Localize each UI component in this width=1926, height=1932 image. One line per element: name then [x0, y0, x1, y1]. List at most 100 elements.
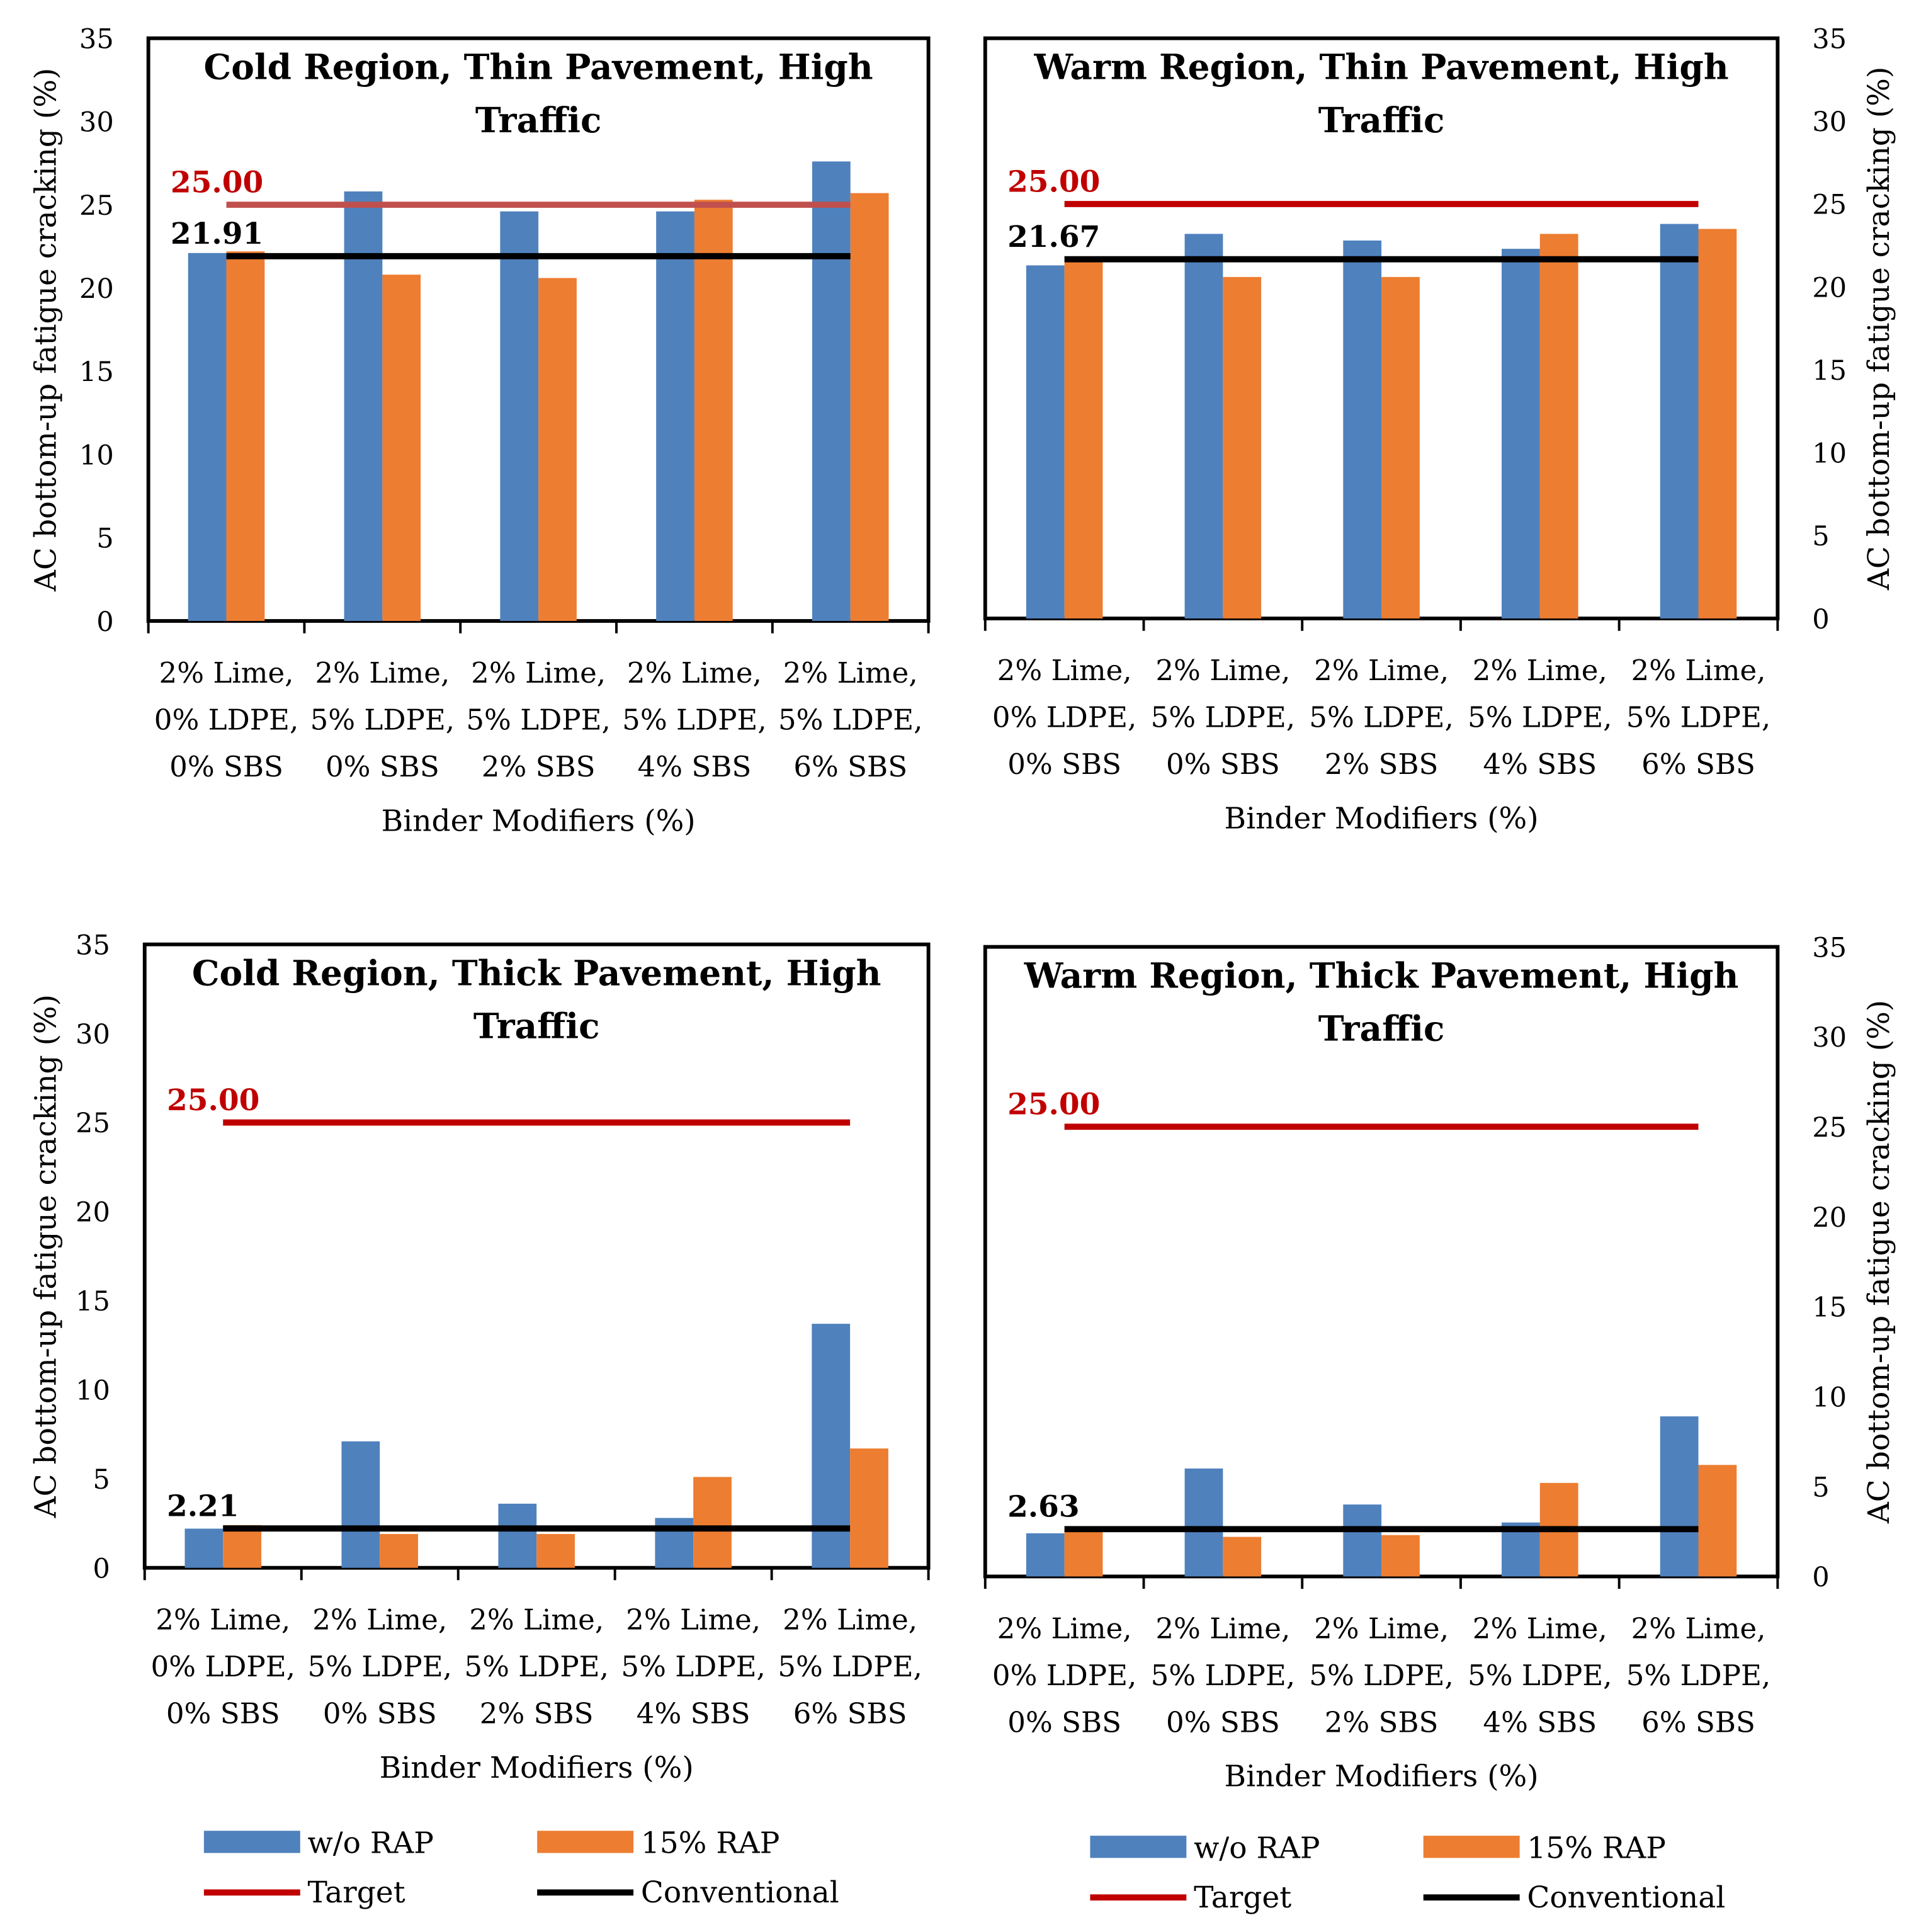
category-label: 2% Lime, [312, 1603, 447, 1637]
category-label: 0% SBS [1007, 747, 1121, 781]
category-label: 2% Lime, [471, 656, 606, 690]
category-label: 2% Lime, [159, 656, 294, 690]
bar-15-rap [1381, 1535, 1420, 1577]
category-label: 0% SBS [1166, 747, 1280, 781]
conventional-label: 21.91 [171, 217, 263, 251]
category-label: 5% LDPE, [1468, 701, 1612, 734]
category-label: 5% LDPE, [778, 1650, 922, 1683]
chart-panel-3: 0 5 10 15 20 25 30 35 2% Lime, 0% LDPE, 0% SBS 2% L… [29, 929, 931, 1785]
y-tick-label: 20 [76, 1197, 110, 1229]
chart-panel-4: 0 5 10 15 20 25 30 35 2% Lime, 0% LDPE, 0% SBS 2% L… [983, 932, 1896, 1794]
category-label: 2% Lime, [783, 1603, 917, 1637]
chart-title: Cold Region, Thin Pavement, High [204, 46, 873, 87]
category-label: 0% SBS [323, 1697, 437, 1730]
bar-15-rap [223, 1525, 262, 1568]
legend-1: w/o RAP 15% RAP Target Conventional [203, 1826, 839, 1910]
y-tick-label: 35 [76, 929, 110, 961]
target-label: 25.00 [171, 166, 263, 200]
target-label: 25.00 [1007, 164, 1100, 199]
y-tick-label: 5 [1812, 521, 1829, 552]
target-label: 25.00 [167, 1083, 259, 1118]
y-axis-title: AC bottom-up fatigue cracking (%) [1862, 67, 1896, 591]
category-label: 0% LDPE, [151, 1650, 295, 1683]
bar-15-rap [1539, 234, 1578, 619]
y-tick-label: 10 [76, 1375, 110, 1407]
y-tick-label: 25 [76, 1108, 110, 1139]
bar-wo-rap [344, 191, 383, 622]
legend-swatch-15-rap [537, 1831, 634, 1853]
y-tick-label: 15 [1812, 1292, 1847, 1324]
x-axis-title: Binder Modifiers (%) [382, 804, 696, 838]
bar-15-rap [1223, 1537, 1262, 1577]
category-label: 2% Lime, [1314, 1611, 1449, 1645]
category-label: 5% LDPE, [464, 1650, 609, 1683]
y-tick-label: 10 [1812, 438, 1847, 470]
bar-wo-rap [500, 211, 539, 622]
category-label: 2% Lime, [1631, 654, 1766, 687]
category-label: 0% SBS [1007, 1705, 1121, 1739]
y-tick-label: 35 [1812, 23, 1847, 55]
category-label: 2% Lime, [1631, 1611, 1766, 1645]
bar-wo-rap [656, 211, 694, 622]
y-tick-label: 25 [1812, 1112, 1847, 1144]
category-label: 2% Lime, [783, 656, 918, 690]
legend-swatch-wo-rap [1090, 1836, 1187, 1858]
y-tick-label: 0 [1812, 604, 1829, 635]
bar-wo-rap [1660, 224, 1699, 619]
conventional-label: 2.63 [1007, 1490, 1080, 1525]
y-tick-label: 0 [96, 606, 113, 638]
category-label: 5% LDPE, [1468, 1659, 1612, 1692]
category-label: 6% SBS [793, 750, 907, 783]
bar-wo-rap [1343, 240, 1382, 619]
bar-wo-rap [1026, 1533, 1065, 1577]
y-tick-label: 10 [79, 440, 114, 471]
conventional-label: 2.21 [167, 1489, 239, 1524]
bar-wo-rap [1184, 234, 1223, 619]
bar-wo-rap [1502, 249, 1540, 619]
bar-wo-rap [341, 1441, 380, 1568]
category-label: 6% SBS [793, 1697, 907, 1730]
category-label: 0% SBS [326, 750, 439, 783]
y-tick-label: 20 [1812, 1202, 1847, 1234]
category-label: 2% Lime, [1155, 654, 1290, 687]
chart-title: Warm Region, Thin Pavement, High [1034, 46, 1729, 87]
category-label: 2% Lime, [627, 656, 762, 690]
legend-label: 15% RAP [641, 1826, 780, 1861]
chart-panel-2: 0 5 10 15 20 25 30 35 2% Lime, 0% LDPE, 0% SBS 2% L… [983, 23, 1896, 836]
y-tick-label: 5 [1812, 1472, 1829, 1503]
category-label: 2% Lime, [997, 1611, 1132, 1645]
bar-15-rap [226, 251, 265, 622]
category-label: 6% SBS [1641, 1705, 1755, 1739]
category-label: 4% SBS [637, 1697, 751, 1730]
bar-wo-rap [1343, 1504, 1382, 1577]
category-label: 5% LDPE, [778, 703, 923, 737]
category-label: 5% LDPE, [307, 1650, 452, 1683]
legend-2: w/o RAP 15% RAP Target Conventional [1090, 1831, 1725, 1915]
bar-15-rap [1223, 276, 1262, 619]
category-label: 5% LDPE, [621, 1650, 765, 1683]
legend-label: 15% RAP [1527, 1831, 1666, 1865]
y-tick-label: 0 [93, 1553, 110, 1584]
category-label: 2% Lime, [626, 1603, 761, 1637]
category-label: 2% Lime, [997, 654, 1132, 687]
bar-15-rap [1698, 229, 1737, 619]
category-label: 2% SBS [1325, 747, 1439, 781]
category-label: 5% LDPE, [1309, 701, 1454, 734]
category-label: 2% SBS [480, 1697, 594, 1730]
category-label: 5% LDPE, [1309, 1659, 1454, 1692]
legend-swatch-15-rap [1423, 1836, 1520, 1858]
y-axis-title: AC bottom-up fatigue cracking (%) [1862, 1000, 1896, 1524]
category-label: 0% SBS [169, 750, 283, 783]
chart-title: Traffic [475, 99, 602, 140]
category-label: 2% Lime, [315, 656, 450, 690]
bar-wo-rap [812, 161, 851, 622]
category-label: 0% LDPE, [992, 1659, 1137, 1692]
bar-15-rap [538, 278, 577, 622]
category-label: 5% LDPE, [1626, 701, 1771, 734]
y-tick-label: 30 [76, 1019, 110, 1050]
chart-title: Traffic [1318, 1008, 1445, 1049]
bar-15-rap [1381, 276, 1420, 619]
y-axis-title: AC bottom-up fatigue cracking (%) [29, 68, 64, 592]
chart-title: Warm Region, Thick Pavement, High [1024, 955, 1739, 996]
legend-label: Conventional [1527, 1880, 1725, 1915]
